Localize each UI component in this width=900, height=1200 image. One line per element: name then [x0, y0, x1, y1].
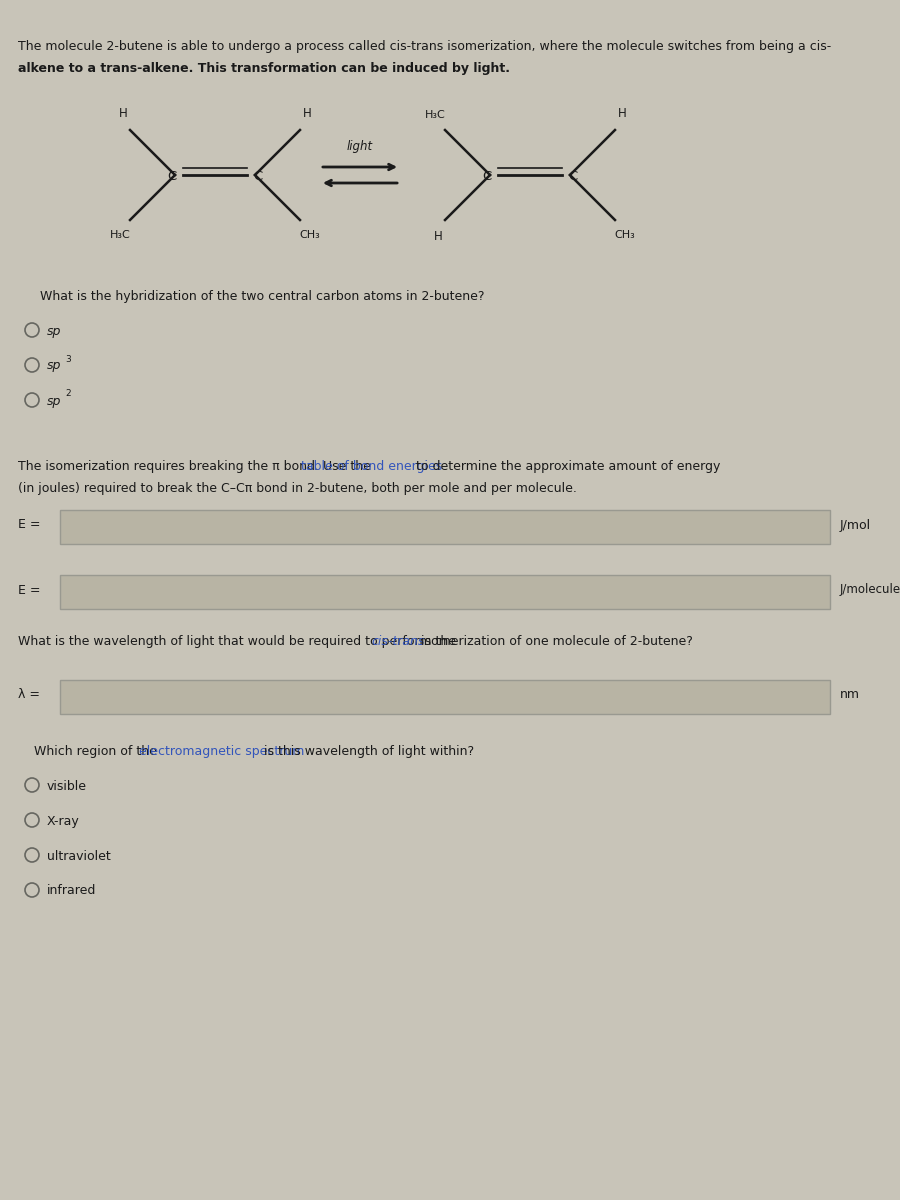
Text: X-ray: X-ray: [47, 815, 80, 828]
FancyBboxPatch shape: [60, 575, 830, 608]
Text: What is the wavelength of light that would be required to perform the: What is the wavelength of light that wou…: [18, 635, 460, 648]
Text: CH₃: CH₃: [300, 230, 320, 240]
Text: Which region of the: Which region of the: [18, 745, 161, 758]
Text: H: H: [617, 107, 626, 120]
Text: What is the hybridization of the two central carbon atoms in 2-butene?: What is the hybridization of the two cen…: [40, 290, 484, 302]
Text: (in joules) required to break the C–Cπ bond in 2-butene, both per mole and per m: (in joules) required to break the C–Cπ b…: [18, 482, 577, 494]
Text: H: H: [302, 107, 311, 120]
Text: λ =: λ =: [18, 689, 40, 702]
Text: 3: 3: [65, 354, 71, 364]
Text: cis-trans: cis-trans: [372, 635, 425, 648]
Text: H₃C: H₃C: [110, 230, 130, 240]
Text: light: light: [346, 140, 374, 152]
Text: C: C: [254, 170, 263, 184]
Text: is this wavelength of light within?: is this wavelength of light within?: [260, 745, 474, 758]
Text: C: C: [167, 170, 176, 184]
Text: nm: nm: [840, 689, 860, 702]
Text: visible: visible: [47, 780, 87, 792]
Text: ultraviolet: ultraviolet: [47, 850, 111, 863]
Text: table of bond energies: table of bond energies: [301, 460, 442, 473]
Text: H: H: [119, 107, 128, 120]
Text: sp: sp: [47, 360, 61, 372]
Text: 2: 2: [65, 390, 70, 398]
Text: E =: E =: [18, 518, 40, 532]
Text: C: C: [569, 170, 578, 184]
Text: alkene to a trans-alkene. This transformation can be induced by light.: alkene to a trans-alkene. This transform…: [18, 62, 510, 74]
Text: isomerization of one molecule of 2-butene?: isomerization of one molecule of 2-buten…: [417, 635, 693, 648]
Text: H: H: [434, 230, 443, 242]
Text: electromagnetic spectrum: electromagnetic spectrum: [140, 745, 304, 758]
Text: The isomerization requires breaking the π bond. Use the: The isomerization requires breaking the …: [18, 460, 375, 473]
Text: sp: sp: [47, 395, 61, 408]
Text: CH₃: CH₃: [615, 230, 635, 240]
Text: infrared: infrared: [47, 884, 96, 898]
Text: to determine the approximate amount of energy: to determine the approximate amount of e…: [412, 460, 720, 473]
Text: J/molecule: J/molecule: [840, 583, 900, 596]
Text: E =: E =: [18, 583, 40, 596]
FancyBboxPatch shape: [60, 680, 830, 714]
Text: sp: sp: [47, 324, 61, 337]
Text: C: C: [482, 170, 491, 184]
FancyBboxPatch shape: [60, 510, 830, 544]
Text: The molecule 2-butene is able to undergo a process called cis-trans isomerizatio: The molecule 2-butene is able to undergo…: [18, 40, 832, 53]
Text: J/mol: J/mol: [840, 518, 871, 532]
Text: H₃C: H₃C: [425, 110, 446, 120]
